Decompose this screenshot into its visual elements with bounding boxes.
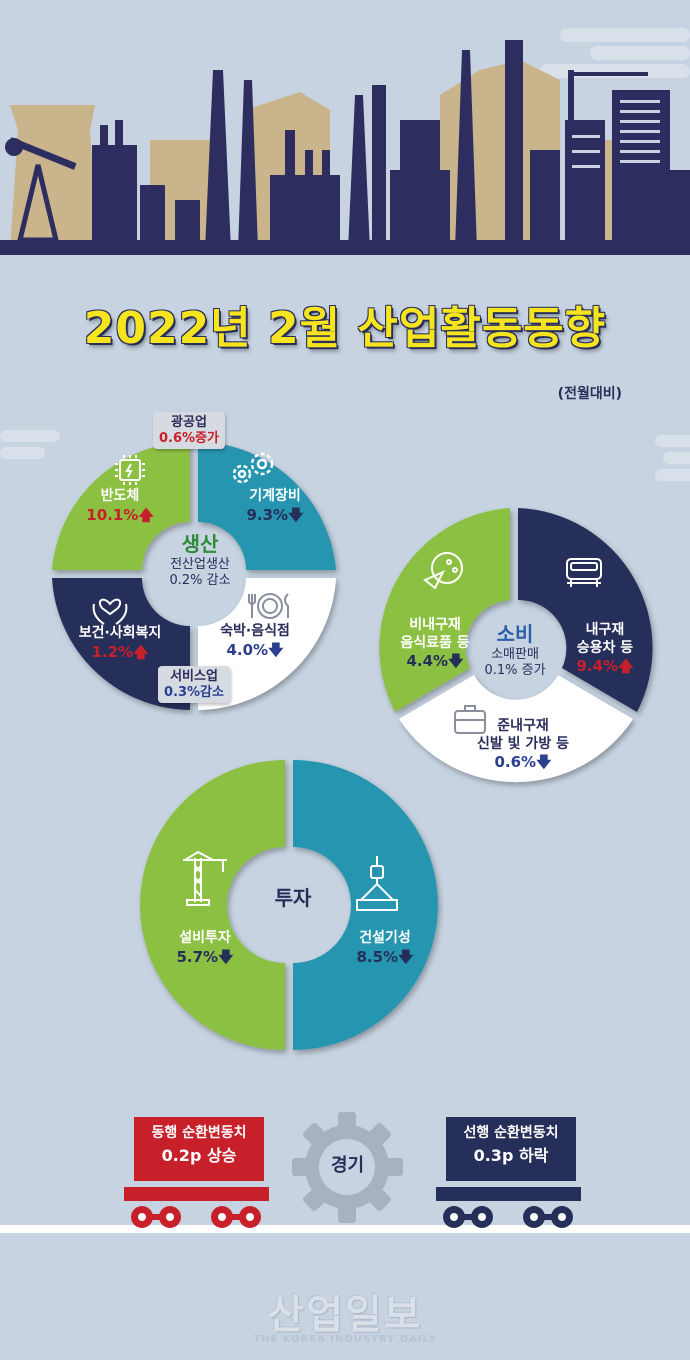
- semiconductor-label: 반도체 10.1%🡅: [86, 488, 154, 524]
- rail-track: [0, 1225, 690, 1233]
- segment-construction: [293, 760, 438, 1050]
- dining-icon: [248, 593, 289, 619]
- comparison-note: (전월대비): [557, 386, 622, 402]
- crane-hook-icon: [356, 856, 398, 911]
- segment-semiconductor: [52, 442, 190, 570]
- leading-cart: [436, 1187, 581, 1228]
- cloud-decoration: [0, 430, 60, 459]
- mining-manufacturing-tag: 광공업 0.6%증가: [153, 412, 225, 450]
- economy-label: 경기: [330, 1155, 365, 1176]
- leading-index-board: 선행 순환변동치 0.3p 하락: [446, 1117, 576, 1181]
- segment-equipment: [140, 760, 285, 1050]
- factory-skyline-illustration: [0, 28, 690, 255]
- coincident-index-board: 동행 순환변동치 0.2p 상승: [134, 1117, 264, 1181]
- health-welfare-label: 보건·사회복지 1.2%🡅: [78, 625, 162, 661]
- newspaper-logo: 산업일보 THE KOREA INDUSTRY DAILY: [253, 1292, 437, 1345]
- durable-label: 내구재 승용차 등 9.4%🡅: [576, 622, 634, 675]
- investment-center: 투자: [274, 886, 312, 910]
- equipment-investment-label: 설비투자 5.7%🡇: [176, 930, 234, 966]
- consumption-center: 소비 소매판매 0.1% 증가: [484, 622, 546, 679]
- arrow-up-icon: 🡅: [138, 505, 154, 524]
- segment-durable: [518, 508, 653, 712]
- segment-nondurable: [379, 508, 510, 712]
- segment-semidurable: [399, 675, 633, 783]
- gears-icon: [232, 452, 274, 484]
- tower-crane-icon: [183, 850, 227, 906]
- segment-machinery: [198, 442, 336, 570]
- arrow-down-icon: 🡇: [448, 652, 464, 670]
- care-hands-icon: [92, 598, 128, 625]
- page-title: 2022년 2월 산업활동동향: [83, 303, 607, 354]
- bag-icon: [454, 705, 486, 734]
- arrow-down-icon: 🡇: [288, 505, 304, 524]
- arrow-down-icon: 🡇: [398, 947, 414, 966]
- gear-icon: [292, 1112, 403, 1223]
- service-industry-tag: 서비스업 0.3%감소: [158, 666, 230, 704]
- arrow-up-icon: 🡅: [133, 642, 149, 661]
- production-center: 생산 전산업생산 0.2% 감소: [169, 532, 231, 589]
- production-donut: [52, 442, 336, 710]
- cloud-decoration: [655, 435, 690, 481]
- arrow-down-icon: 🡇: [218, 947, 234, 966]
- chip-icon: [115, 455, 145, 485]
- lodging-food-label: 숙박·음식점 4.0%🡇: [220, 623, 290, 659]
- arrow-down-icon: 🡇: [536, 753, 552, 771]
- arrow-down-icon: 🡇: [268, 640, 284, 659]
- semidurable-label: 준내구재 신발 빛 가방 등 0.6%🡇: [477, 718, 569, 771]
- construction-label: 건설기성 8.5%🡇: [356, 930, 414, 966]
- consumption-donut: [379, 508, 653, 783]
- machinery-label: 기계장비 9.3%🡇: [246, 488, 304, 524]
- food-icon: [423, 552, 463, 590]
- investment-donut: [140, 760, 438, 1050]
- coincident-cart: [124, 1187, 269, 1228]
- segment-health: [52, 578, 190, 710]
- arrow-up-icon: 🡅: [618, 657, 634, 675]
- car-icon: [566, 558, 602, 587]
- segment-lodging: [198, 578, 336, 710]
- nondurable-label: 비내구재 음식료품 등 4.4%🡇: [400, 617, 470, 670]
